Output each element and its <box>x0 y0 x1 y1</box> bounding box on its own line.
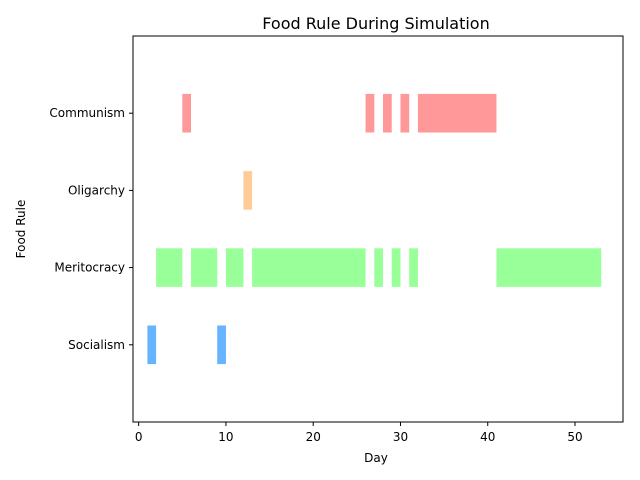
bar-socialism <box>147 325 157 365</box>
y-tick-label-communism: Communism <box>49 106 125 120</box>
bar-meritocracy <box>409 248 418 287</box>
plot-frame <box>132 35 624 423</box>
bars-group <box>147 93 602 365</box>
x-tick-label: 50 <box>567 430 582 444</box>
bar-meritocracy <box>156 248 183 287</box>
bar-communism <box>182 93 192 133</box>
y-axis: Socialism Meritocracy Oligarchy Communism <box>49 106 133 352</box>
x-tick-label: 40 <box>480 430 495 444</box>
x-tick-label: 0 <box>135 430 143 444</box>
bar-meritocracy <box>252 248 366 287</box>
bar-oligarchy <box>243 171 253 210</box>
x-axis-label: Day <box>364 451 388 465</box>
bar-meritocracy <box>374 248 384 287</box>
x-tick-label: 30 <box>393 430 408 444</box>
y-tick-label-socialism: Socialism <box>68 338 125 352</box>
bar-meritocracy <box>191 248 218 287</box>
bar-communism <box>383 93 392 133</box>
chart-title: Food Rule During Simulation <box>262 14 489 33</box>
bar-communism <box>417 93 497 133</box>
y-axis-label: Food Rule <box>14 200 28 259</box>
bar-meritocracy <box>225 248 244 287</box>
x-axis: 0 10 20 30 40 50 <box>135 422 583 444</box>
bar-meritocracy <box>496 248 602 287</box>
bar-communism <box>365 93 375 133</box>
bar-communism <box>400 93 410 133</box>
bar-meritocracy <box>391 248 401 287</box>
bar-socialism <box>217 325 226 365</box>
y-tick-label-meritocracy: Meritocracy <box>54 261 125 275</box>
y-tick-label-oligarchy: Oligarchy <box>68 183 125 197</box>
x-tick-label: 10 <box>218 430 233 444</box>
x-tick-label: 20 <box>306 430 321 444</box>
